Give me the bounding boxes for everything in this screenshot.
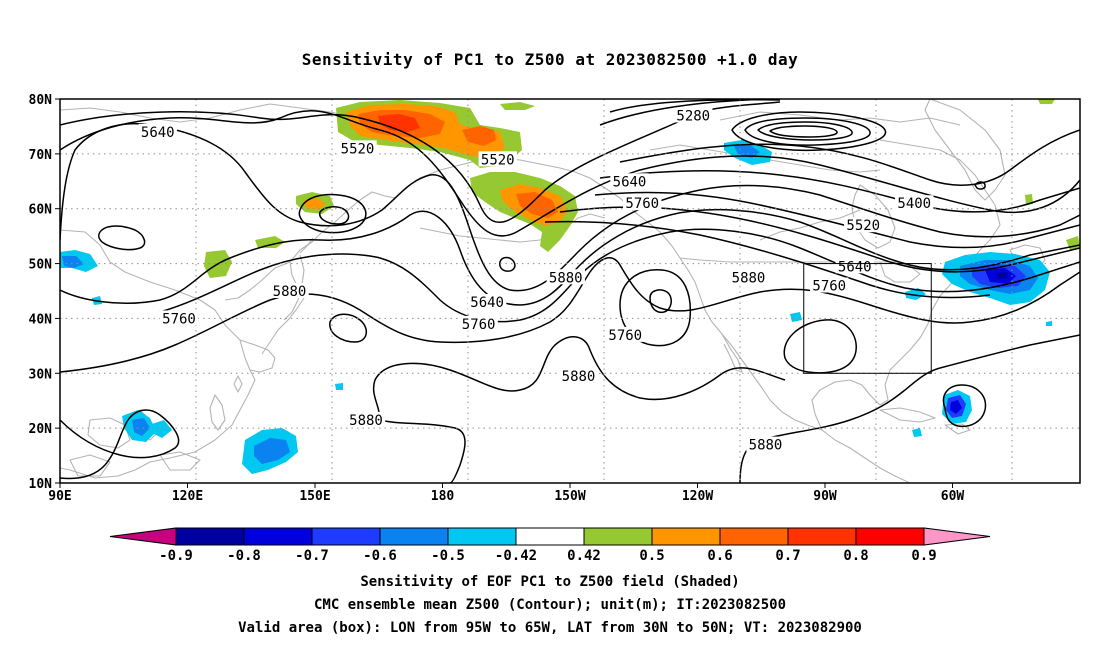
contour-label: 5520 xyxy=(481,152,515,168)
contour-label-bg xyxy=(138,123,177,139)
colorbar-tick-label: 0.8 xyxy=(843,548,868,564)
contour-label: 5640 xyxy=(141,125,175,141)
colorbar-swatch xyxy=(583,527,653,546)
colorbar-tick-label: 0.6 xyxy=(707,548,732,564)
contour-label-bg xyxy=(459,315,498,331)
colorbar-swatch xyxy=(515,527,585,546)
colorbar-swatch xyxy=(447,527,517,546)
lat-label: 30N xyxy=(29,367,53,382)
page-title: Sensitivity of PC1 to Z500 at 2023082500… xyxy=(301,50,799,69)
colorbar-swatch xyxy=(379,527,449,546)
latitude-axis: 80N 70N 60N 50N 40N 30N 20N 10N xyxy=(29,93,60,492)
contour-label-bg xyxy=(729,269,768,285)
colorbar-tick-label: 0.9 xyxy=(911,548,936,564)
contour-label: 5880 xyxy=(349,413,383,429)
contour-label-bg xyxy=(746,436,785,452)
contour-label-bg xyxy=(674,107,713,123)
contour-label-bg xyxy=(810,277,849,293)
contour-label: 5640 xyxy=(838,259,872,275)
colorbar-swatch xyxy=(651,527,721,546)
lon-label: 150W xyxy=(554,489,585,504)
lon-label: 90E xyxy=(48,489,71,504)
lon-label: 120W xyxy=(682,489,713,504)
colorbar-swatch xyxy=(175,527,245,546)
contour-label: 5280 xyxy=(676,108,710,124)
contour-label-bg xyxy=(623,195,662,211)
contour-label-bg xyxy=(346,411,386,427)
colorbar-swatch xyxy=(311,527,381,546)
lon-label: 60W xyxy=(941,489,965,504)
contour-label: 5640 xyxy=(470,295,504,311)
contour-label-bg xyxy=(270,283,309,298)
lat-label: 50N xyxy=(29,258,53,273)
lat-label: 10N xyxy=(29,477,53,492)
contour-label-bg xyxy=(467,293,507,309)
contour-label-bg xyxy=(835,258,874,274)
colorbar-swatch xyxy=(855,527,925,546)
contour-label: 5880 xyxy=(749,438,783,454)
colorbar-swatch xyxy=(243,527,313,546)
contour-label-bg xyxy=(895,195,934,211)
colorbar-tick-label: -0.42 xyxy=(495,548,537,564)
colorbar-tick-label: -0.5 xyxy=(431,548,465,564)
colorbar-swatch xyxy=(787,527,857,546)
colorbar-high-arrow xyxy=(923,527,991,546)
longitude-axis: 90E 120E 150E 180 150W 120W 90W 60W xyxy=(48,483,964,504)
colorbar-tick-label: 0.42 xyxy=(567,548,601,564)
sensitivity-shading xyxy=(60,99,1080,474)
contour-label: 5880 xyxy=(549,270,583,286)
lon-label: 150E xyxy=(299,489,330,504)
contour-label: 5400 xyxy=(897,196,931,212)
lat-lon-grid xyxy=(60,99,1080,483)
contour-label-bg xyxy=(338,140,377,156)
colorbar-tick-label: 0.5 xyxy=(639,548,664,564)
colorbar-tick-label: -0.6 xyxy=(363,548,397,564)
colorbar: -0.9 -0.8 -0.7 -0.6 -0.5 -0.42 0.42 0.5 0.6 0.7 0.… xyxy=(109,527,991,564)
contour-label: 5640 xyxy=(613,174,647,190)
caption-line-2: CMC ensemble mean Z500 (Contour); unit(m… xyxy=(313,597,786,613)
colorbar-tick-label: -0.8 xyxy=(227,548,261,564)
contour-label-bg xyxy=(844,217,883,233)
caption-line-1: Sensitivity of EOF PC1 to Z500 field (Sh… xyxy=(360,574,740,590)
valid-area-box xyxy=(803,263,932,374)
lat-label: 40N xyxy=(29,312,53,327)
colorbar-tick-label: -0.9 xyxy=(159,548,193,564)
contour-label: 5760 xyxy=(812,279,846,295)
colorbar-swatch xyxy=(719,527,789,546)
contour-label-bg xyxy=(606,326,645,342)
colorbar-tick-label: 0.7 xyxy=(775,548,800,564)
contour-label: 5520 xyxy=(341,141,375,157)
lat-label: 60N xyxy=(29,203,53,218)
contour-label: 5760 xyxy=(162,311,196,327)
contour-label-bg xyxy=(546,269,585,285)
contour-label: 5520 xyxy=(846,218,880,234)
contour-labels: 5640 5520 5280 5520 5640 5760 5400 5520 5640 5760… xyxy=(138,107,934,454)
contour-label-bg xyxy=(559,368,598,384)
contour-label: 5880 xyxy=(562,369,596,385)
contour-label-bg xyxy=(159,310,199,326)
lat-label: 20N xyxy=(29,422,53,437)
lat-label: 80N xyxy=(29,93,53,108)
caption-line-3: Valid area (box): LON from 95W to 65W, L… xyxy=(238,620,862,636)
lon-label: 180 xyxy=(431,489,455,504)
colorbar-tick-label: -0.7 xyxy=(295,548,329,564)
lon-label: 120E xyxy=(172,489,203,504)
contour-label: 5880 xyxy=(732,270,766,286)
contour-label: 5760 xyxy=(608,328,642,344)
contour-label-bg xyxy=(610,173,649,189)
colorbar-low-arrow xyxy=(109,527,177,546)
lat-label: 70N xyxy=(29,148,53,163)
contour-label: 5760 xyxy=(462,317,496,333)
lon-label: 90W xyxy=(813,489,837,504)
contour-label: 5760 xyxy=(625,196,659,212)
contour-label-bg xyxy=(478,151,517,167)
contour-label: 5880 xyxy=(273,284,307,300)
